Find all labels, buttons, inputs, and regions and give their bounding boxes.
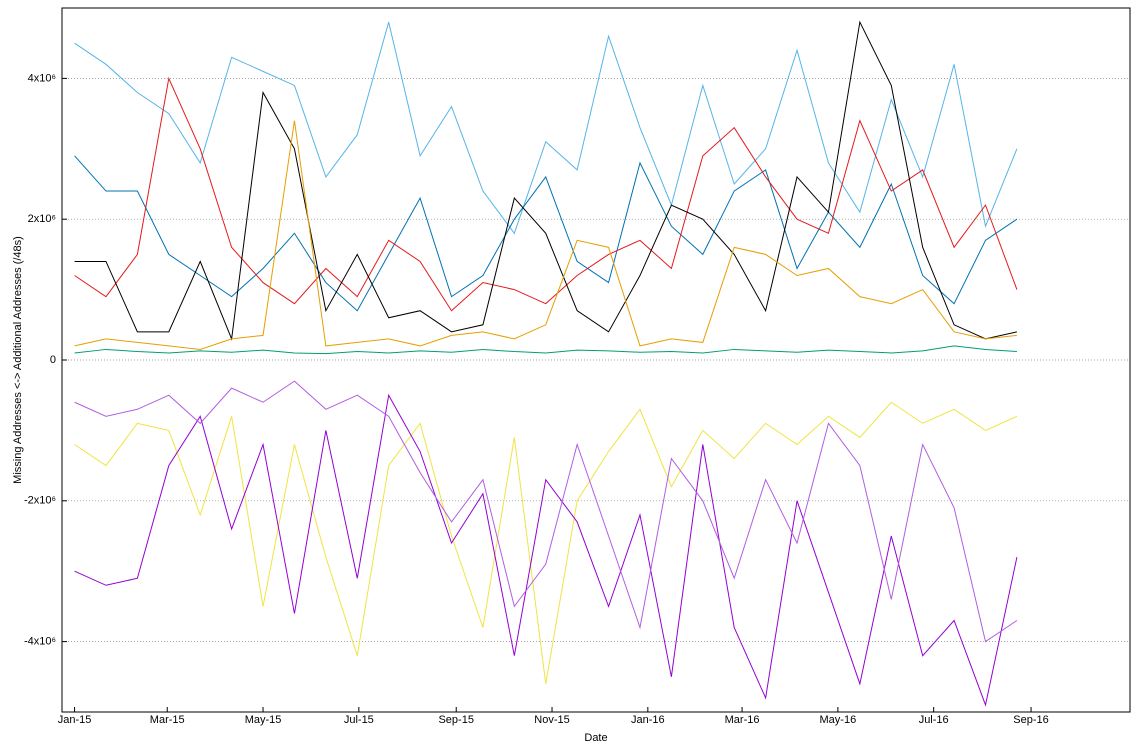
series-line <box>74 120 1017 350</box>
x-tick-label: May-16 <box>820 714 857 726</box>
y-tick-label: -2x10⁶ <box>24 495 56 507</box>
series-line <box>74 155 1018 312</box>
y-tick-label: 2x10⁶ <box>28 213 56 225</box>
x-tick-label: Jul-16 <box>919 714 949 726</box>
x-tick-label: Mar-16 <box>725 714 760 726</box>
x-tick-label: May-15 <box>245 714 282 726</box>
x-tick-label: Jul-15 <box>344 714 374 726</box>
series-line <box>74 345 1017 355</box>
x-tick-label: Sep-16 <box>1013 714 1048 726</box>
y-tick-label: -4x10⁶ <box>24 636 56 648</box>
x-tick-label: Sep-15 <box>438 714 473 726</box>
series-line <box>74 76 1018 312</box>
y-tick-label: 4x10⁶ <box>28 72 56 84</box>
series-line <box>74 393 1018 707</box>
plot-frame <box>61 7 1131 713</box>
y-axis-label: Missing Addresses <-> Additional Address… <box>12 236 24 484</box>
series-line <box>74 380 1018 643</box>
x-tick-label: Mar-15 <box>150 714 185 726</box>
x-tick-label: Jan-15 <box>58 714 92 726</box>
y-tick-label: 0 <box>50 354 56 366</box>
x-tick-label: Jan-16 <box>631 714 665 726</box>
x-tick-label: Nov-15 <box>534 714 569 726</box>
series-line <box>74 401 1018 684</box>
series-line <box>74 21 1018 235</box>
series-line <box>74 20 1018 341</box>
x-axis-label: Date <box>584 732 607 744</box>
